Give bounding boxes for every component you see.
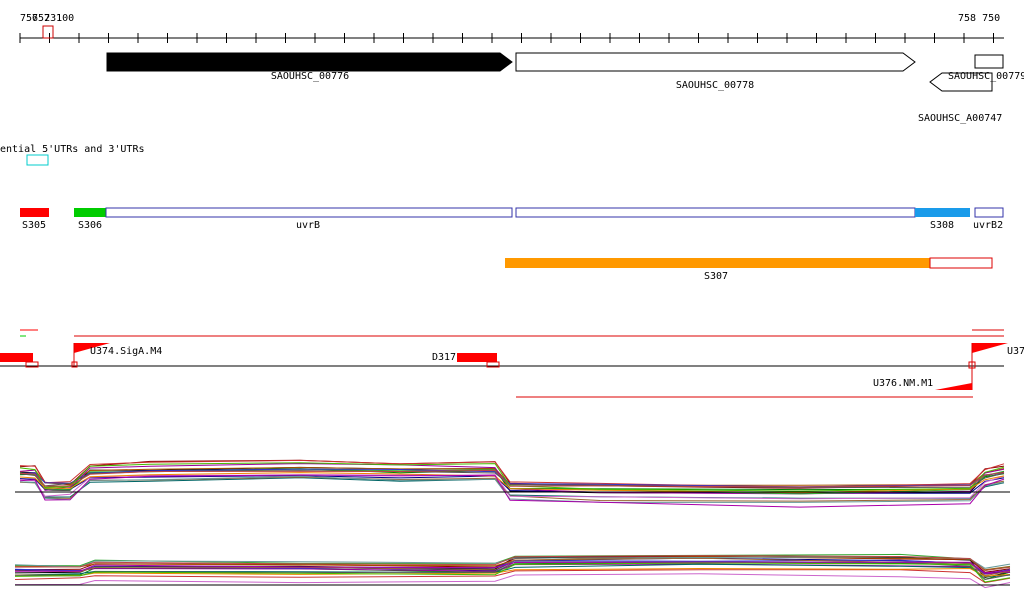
expression-line (19, 474, 1005, 500)
tss-flag (74, 343, 110, 353)
tss-box (71, 361, 78, 368)
expression-line (19, 468, 1005, 488)
ruler-label: 757 100 (32, 13, 74, 24)
feature-label: uvrB (296, 220, 320, 231)
feature (74, 208, 106, 217)
feature-label: uvrB2 (973, 220, 1003, 231)
tss-label: D317 (432, 352, 456, 363)
tss-flag (972, 343, 1008, 353)
tss-block (0, 353, 33, 362)
gene-arrow (929, 72, 993, 92)
expression-line (15, 561, 1011, 574)
expression-line (19, 469, 1005, 488)
features: S305 S306 uvrB S308 uvrB2 (20, 207, 1004, 231)
tss-box (968, 361, 976, 369)
track-label: ential 5'UTRs and 3'UTRs (0, 144, 145, 155)
feature-label: S308 (930, 220, 954, 231)
tss-block (457, 353, 497, 362)
feature (105, 207, 513, 218)
expression-track (15, 459, 1010, 508)
legend-box (26, 154, 49, 166)
gene-label: SAOUHSC_A00747 (918, 113, 1002, 124)
tss-label: U374.SigA.M4 (90, 346, 162, 357)
gene-arrow (106, 52, 513, 72)
tss-flag (935, 383, 972, 390)
gene-box (974, 54, 1004, 69)
gene-label: SAOUHSC_00779 (948, 71, 1024, 82)
feature-label: S306 (78, 220, 102, 231)
ruler-marker (42, 25, 54, 39)
expression-line (19, 468, 1005, 495)
gene-label: SAOUHSC_00776 (271, 71, 349, 82)
ruler: 756 231 757 100 758 750 (19, 13, 1004, 43)
tss-label: U376.NM.M1 (873, 378, 933, 389)
tss-box (486, 361, 500, 368)
expression-line (14, 555, 1011, 572)
gene-arrow (515, 52, 916, 72)
tss-label: U37 (1007, 346, 1024, 357)
operon-bar (505, 258, 930, 268)
expression-line (19, 475, 1005, 503)
feature (915, 208, 970, 217)
genes: SAOUHSC_00776 SAOUHSC_00778 SAOUHSC_0077… (106, 52, 1024, 124)
expression-line (19, 476, 1005, 502)
expression-line (14, 557, 1011, 577)
expression-line (14, 573, 1011, 589)
tss-track: U374.SigA.M4 D317 U37 U376.NM.M1 (0, 329, 1024, 398)
gene-label: SAOUHSC_00778 (676, 80, 754, 91)
feature (20, 208, 49, 217)
expression-line (19, 474, 1005, 508)
operon-bar (929, 257, 993, 269)
operon: S307 (505, 257, 993, 282)
expression-line (19, 472, 1005, 494)
expression-track (14, 553, 1011, 589)
expression-line (14, 562, 1011, 583)
tss-box (25, 361, 39, 368)
expression-line (14, 569, 1011, 584)
expression-line (19, 462, 1005, 492)
ruler-label: 758 750 (958, 13, 1000, 24)
expression-line (14, 561, 1011, 580)
feature (974, 207, 1004, 218)
ruler-ticks (19, 33, 994, 43)
feature (515, 207, 916, 218)
operon-label: S307 (704, 271, 728, 282)
ruler-label: 756 231 (20, 13, 62, 24)
feature-label: S305 (22, 220, 46, 231)
